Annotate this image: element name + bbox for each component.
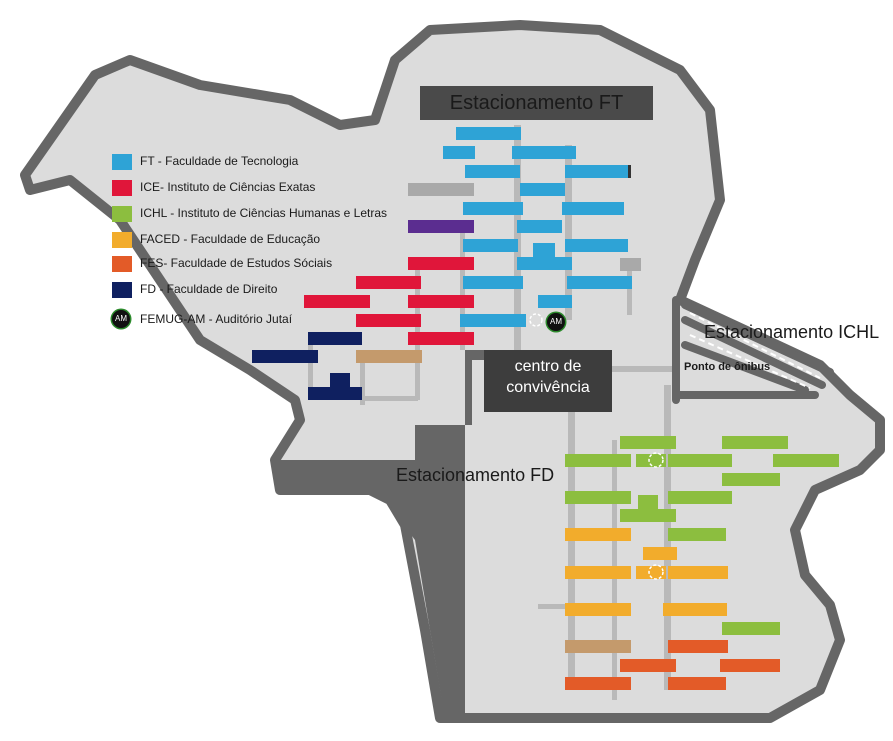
road-connector [465, 350, 484, 425]
fes-buildings [565, 640, 780, 690]
parking-fd-lot [275, 425, 465, 720]
centro-line-1: centro de [514, 358, 582, 375]
legend-label: FES- Faculdade de Estudos Sóciais [140, 256, 333, 270]
centro-convivencia-label: centro de convivência [484, 350, 612, 398]
legend-label: FT - Faculdade de Tecnologia [140, 154, 299, 168]
parking-ft-label: Estacionamento FT [449, 92, 624, 114]
parking-ft-lot [420, 86, 653, 120]
centro-convivencia-block [484, 350, 612, 412]
parking-ichl-label: Estacionamento ICHL [704, 322, 880, 342]
auditorium-am-icon: AM [547, 313, 565, 331]
legend-label: FEMUG-AM - Auditório Jutaí [140, 312, 293, 326]
legend-label: FD - Faculdade de Direito [140, 282, 278, 296]
gray-building-2 [620, 258, 641, 271]
parking-ichl-stripes [672, 296, 834, 404]
parking-ichl-dashes [689, 312, 821, 389]
centro-line-2: convivência [506, 379, 590, 396]
purple-building [408, 220, 474, 233]
ichl-swatch-icon [112, 206, 132, 222]
ichl-buildings [565, 436, 839, 635]
bus-stop-label: Ponto de ônibus [684, 361, 771, 373]
ft-dark-edge [628, 165, 631, 178]
tan-building-2 [565, 640, 631, 653]
fd-buildings [252, 332, 362, 400]
ice-swatch-icon [112, 180, 132, 196]
ft-swatch-icon [112, 154, 132, 170]
ice-buildings [304, 257, 474, 345]
legend-label: ICHL - Instituto de Ciências Humanas e L… [140, 206, 388, 220]
fes-swatch-icon [112, 256, 132, 272]
dashed-connectors [529, 313, 664, 580]
tan-building-1 [356, 350, 422, 363]
faced-swatch-icon [112, 232, 132, 248]
faced-buildings [565, 528, 728, 616]
fd-swatch-icon [112, 282, 132, 298]
legend-label: ICE- Instituto de Ciências Exatas [140, 180, 316, 194]
auditorium-badge-icon: AM [112, 310, 130, 328]
ft-buildings [443, 127, 632, 327]
legend-label: FACED - Faculdade de Educação [140, 232, 321, 246]
parking-fd-label: Estacionamento FD [396, 465, 555, 485]
gray-building-1 [408, 183, 474, 196]
